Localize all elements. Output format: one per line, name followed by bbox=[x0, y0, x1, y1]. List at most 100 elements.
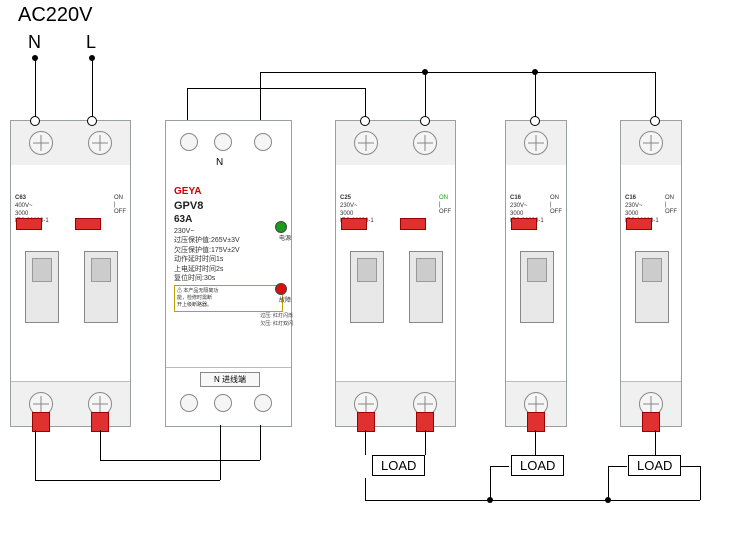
clip-icon bbox=[357, 412, 375, 432]
wire bbox=[535, 430, 536, 455]
gpv8-uv: 欠压保护值:175V±2V bbox=[174, 246, 283, 255]
line-label: L bbox=[86, 32, 96, 53]
wire bbox=[260, 72, 261, 120]
wire bbox=[490, 466, 509, 467]
mcb-main-voltage: 400V~ bbox=[15, 203, 33, 209]
mcb-main-pole2: ON| OFF bbox=[70, 120, 131, 427]
source-title: AC220V bbox=[18, 4, 93, 27]
fault-led-icon bbox=[275, 283, 287, 295]
clip-icon bbox=[91, 412, 109, 432]
wire bbox=[608, 466, 627, 467]
mcb-main-breaking: 3000 bbox=[15, 211, 28, 217]
terminal-icon bbox=[650, 116, 660, 126]
c16-1-off: OFF bbox=[550, 209, 562, 215]
c25-sw1[interactable] bbox=[350, 251, 384, 323]
c16-1-on: ON bbox=[550, 195, 559, 201]
wire bbox=[35, 480, 220, 481]
wire bbox=[680, 466, 700, 467]
c16-1-v: 230V~ bbox=[510, 203, 528, 209]
terminal-icon bbox=[360, 116, 370, 126]
power-led-icon bbox=[275, 221, 287, 233]
c16-2-ind bbox=[626, 218, 652, 230]
wire bbox=[100, 430, 101, 460]
c25-ind2 bbox=[400, 218, 426, 230]
wire bbox=[425, 72, 426, 120]
mcb-main-switch-1[interactable] bbox=[25, 251, 59, 323]
terminal-icon bbox=[420, 116, 430, 126]
terminal-icon bbox=[30, 116, 40, 126]
fault-label: 故障 bbox=[279, 297, 291, 305]
terminal-icon bbox=[530, 116, 540, 126]
gpv8-w2: 能，检修时需断 bbox=[177, 295, 212, 301]
wire bbox=[365, 430, 366, 455]
mcb-c25-pole2: ON| OFF bbox=[395, 120, 456, 427]
mcb-c25-pole1: C25 230V~ 3000 IEC 60898-1 bbox=[335, 120, 397, 427]
wire-bus-l bbox=[260, 72, 655, 73]
c25-ind1 bbox=[341, 218, 367, 230]
gpv8-w1: 本产品无隔离功 bbox=[183, 288, 218, 294]
wire bbox=[260, 425, 261, 460]
wire bbox=[220, 425, 221, 480]
gpv8-act: 动作延时时间1s bbox=[174, 255, 283, 264]
c25-b: 3000 bbox=[340, 211, 353, 217]
gpv8-device: N GEYA GPV8 63A 230V~ 过压保护值:265V±3V 欠压保护… bbox=[165, 120, 292, 427]
wire bbox=[490, 466, 491, 500]
wire bbox=[100, 460, 260, 461]
c25-rating: C25 bbox=[340, 195, 351, 201]
c16-1-sw[interactable] bbox=[520, 251, 554, 323]
junction-dot bbox=[605, 497, 611, 503]
mcb-main-indicator-1 bbox=[16, 218, 42, 230]
gpv8-voltage: 230V~ bbox=[174, 227, 283, 236]
wire-bus-n bbox=[187, 88, 365, 89]
c16-2-b: 3000 bbox=[625, 211, 638, 217]
c25-v: 230V~ bbox=[340, 203, 358, 209]
wire bbox=[655, 72, 656, 120]
mcb-c16-1: C16 230V~ 3000 IEC 60898-1 ON| OFF bbox=[505, 120, 567, 427]
mcb-main-rating: C63 bbox=[15, 195, 26, 201]
gpv8-uvs: 欠压: 红灯双闪 bbox=[260, 321, 293, 328]
c16-2-on: ON bbox=[665, 195, 674, 201]
junction-dot bbox=[487, 497, 493, 503]
c16-2-sw[interactable] bbox=[635, 251, 669, 323]
wire bbox=[608, 466, 609, 500]
gpv8-ov: 过压保护值:265V±3V bbox=[174, 236, 283, 245]
clip-icon bbox=[527, 412, 545, 432]
mcb-c16-2: C16 230V~ 3000 IEC 60898-1 ON| OFF bbox=[620, 120, 682, 427]
n-inlet-label: N 进线端 bbox=[200, 372, 260, 387]
wire bbox=[365, 478, 366, 500]
c16-1-r: C16 bbox=[510, 195, 521, 201]
gpv8-model: GPV8 bbox=[174, 199, 283, 214]
gpv8-pon: 上电延时时间2s bbox=[174, 265, 283, 274]
mcb-main-switch-2[interactable] bbox=[84, 251, 118, 323]
c16-2-off: OFF bbox=[665, 209, 677, 215]
wire bbox=[535, 72, 536, 120]
wire bbox=[655, 430, 656, 455]
clip-icon bbox=[642, 412, 660, 432]
mcb-main-pole1: C63 400V~ 3000 IEC 60898-1 bbox=[10, 120, 72, 427]
wire bbox=[35, 430, 36, 480]
clip-icon bbox=[416, 412, 434, 432]
gpv8-label-panel: GEYA GPV8 63A 230V~ 过压保护值:265V±3V 欠压保护值:… bbox=[166, 179, 291, 368]
c16-1-ind bbox=[511, 218, 537, 230]
gpv8-w3: 开上级断路器。 bbox=[177, 302, 212, 308]
gpv8-n-top: N bbox=[216, 157, 223, 168]
gpv8-amp: 63A bbox=[174, 213, 283, 227]
gpv8-rst: 复位时间:30s bbox=[174, 274, 283, 283]
wire bbox=[700, 466, 701, 500]
load-box-1: LOAD bbox=[372, 455, 425, 476]
on-label: ON bbox=[114, 195, 123, 201]
load-box-2: LOAD bbox=[511, 455, 564, 476]
wire bbox=[425, 430, 426, 455]
geya-logo: GEYA bbox=[174, 185, 283, 199]
c25-off: OFF bbox=[439, 209, 451, 215]
gpv8-ovs: 过压: 红灯闪烁 bbox=[260, 313, 293, 320]
wire-n-return bbox=[365, 500, 700, 501]
clip-icon bbox=[32, 412, 50, 432]
wire-n-in bbox=[35, 58, 36, 120]
off-label: OFF bbox=[114, 209, 126, 215]
c16-2-v: 230V~ bbox=[625, 203, 643, 209]
load-box-3: LOAD bbox=[628, 455, 681, 476]
wiring-diagram: AC220V N L C63 400V~ 3000 IEC 60898-1 ON… bbox=[0, 0, 750, 546]
c25-sw2[interactable] bbox=[409, 251, 443, 323]
neutral-label: N bbox=[28, 32, 41, 53]
